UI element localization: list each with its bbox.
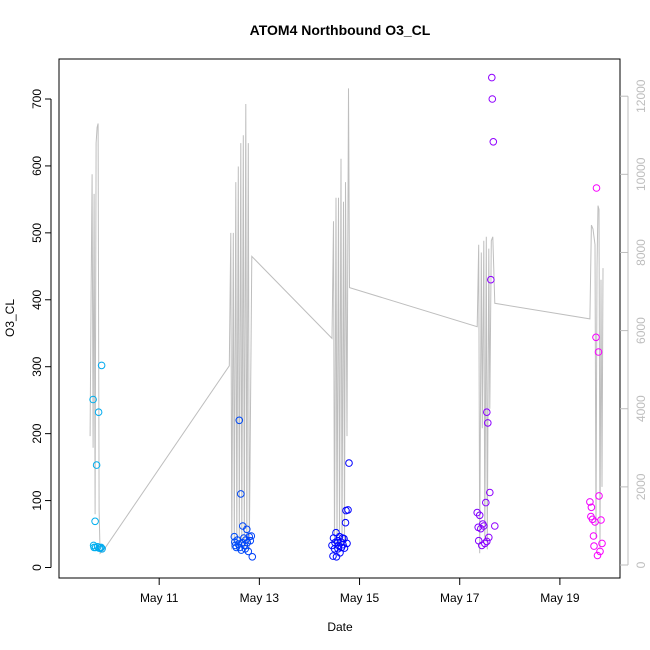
secondary-series-line xyxy=(89,88,604,555)
data-point xyxy=(491,522,499,530)
y-tick-label: 700 xyxy=(30,89,44,109)
data-point xyxy=(341,518,350,527)
x-tick-label: May 17 xyxy=(440,591,480,605)
x-tick-label: May 19 xyxy=(540,591,580,605)
data-point xyxy=(488,95,497,103)
data-point xyxy=(92,461,101,469)
data-point xyxy=(587,503,596,512)
data-point xyxy=(596,547,604,556)
data-point xyxy=(97,543,105,552)
data-point xyxy=(247,532,256,540)
data-point xyxy=(89,395,97,404)
secondary-line-layer xyxy=(89,88,604,555)
data-point xyxy=(597,516,605,524)
y-axis-left: 0 100 200 300 400 500 600 700 xyxy=(30,89,52,571)
data-point xyxy=(593,551,602,560)
data-point xyxy=(486,488,494,497)
x-axis: May 11 May 13 May 15 May 17 May 19 xyxy=(140,577,580,605)
right-tick-label: 4000 xyxy=(634,395,648,422)
right-tick-label: 0 xyxy=(634,561,648,568)
data-point xyxy=(588,515,597,524)
x-axis-label: Date xyxy=(327,620,353,634)
data-point xyxy=(487,275,495,284)
chart-title: ATOM4 Northbound O3_CL xyxy=(250,22,431,38)
data-point xyxy=(598,539,606,548)
y-axis-label: O3_CL xyxy=(3,299,17,337)
data-point xyxy=(473,508,482,517)
data-point xyxy=(589,532,598,540)
data-point xyxy=(594,348,603,356)
data-point xyxy=(489,138,498,146)
data-point xyxy=(97,361,106,370)
y-tick-label: 100 xyxy=(30,490,44,510)
data-point xyxy=(485,533,493,542)
data-point xyxy=(98,545,106,553)
data-point xyxy=(332,528,340,537)
data-point xyxy=(590,542,598,550)
data-point xyxy=(237,490,245,498)
data-point xyxy=(244,547,253,556)
right-tick-label: 6000 xyxy=(634,317,648,344)
right-tick-label: 8000 xyxy=(634,239,648,266)
data-point xyxy=(243,525,251,534)
data-point xyxy=(343,539,351,548)
data-point xyxy=(475,511,484,520)
right-tick-label: 12000 xyxy=(634,79,648,113)
y-tick-label: 200 xyxy=(30,423,44,443)
y-tick-label: 0 xyxy=(30,564,44,571)
data-point xyxy=(595,492,603,500)
y-axis-right: 0 2000 4000 6000 8000 10000 12000 xyxy=(620,79,648,568)
data-point xyxy=(483,408,491,417)
data-point xyxy=(480,522,488,530)
data-point xyxy=(481,539,489,548)
x-tick-label: May 11 xyxy=(140,591,179,605)
x-tick-label: May 13 xyxy=(240,591,280,605)
data-point xyxy=(336,549,344,557)
data-point xyxy=(248,553,257,561)
y-tick-label: 600 xyxy=(30,156,44,176)
y-tick-label: 300 xyxy=(30,356,44,376)
data-point xyxy=(592,333,600,342)
point-layer xyxy=(89,73,606,561)
y-tick-label: 500 xyxy=(30,223,44,243)
x-tick-label: May 15 xyxy=(340,591,380,605)
data-point xyxy=(474,536,483,545)
data-point xyxy=(340,544,349,552)
data-point xyxy=(482,498,490,507)
data-point xyxy=(488,73,496,82)
data-point xyxy=(94,408,103,417)
y-tick-label: 400 xyxy=(30,289,44,309)
right-tick-label: 10000 xyxy=(634,157,648,191)
data-point xyxy=(235,416,244,425)
data-point xyxy=(329,552,337,560)
right-tick-label: 2000 xyxy=(634,473,648,500)
data-point xyxy=(483,537,491,546)
data-point xyxy=(344,506,352,514)
data-point xyxy=(484,419,492,427)
data-point xyxy=(592,184,601,192)
data-point xyxy=(586,498,594,506)
data-point xyxy=(91,517,99,526)
data-point xyxy=(246,536,255,545)
data-point xyxy=(345,459,353,467)
